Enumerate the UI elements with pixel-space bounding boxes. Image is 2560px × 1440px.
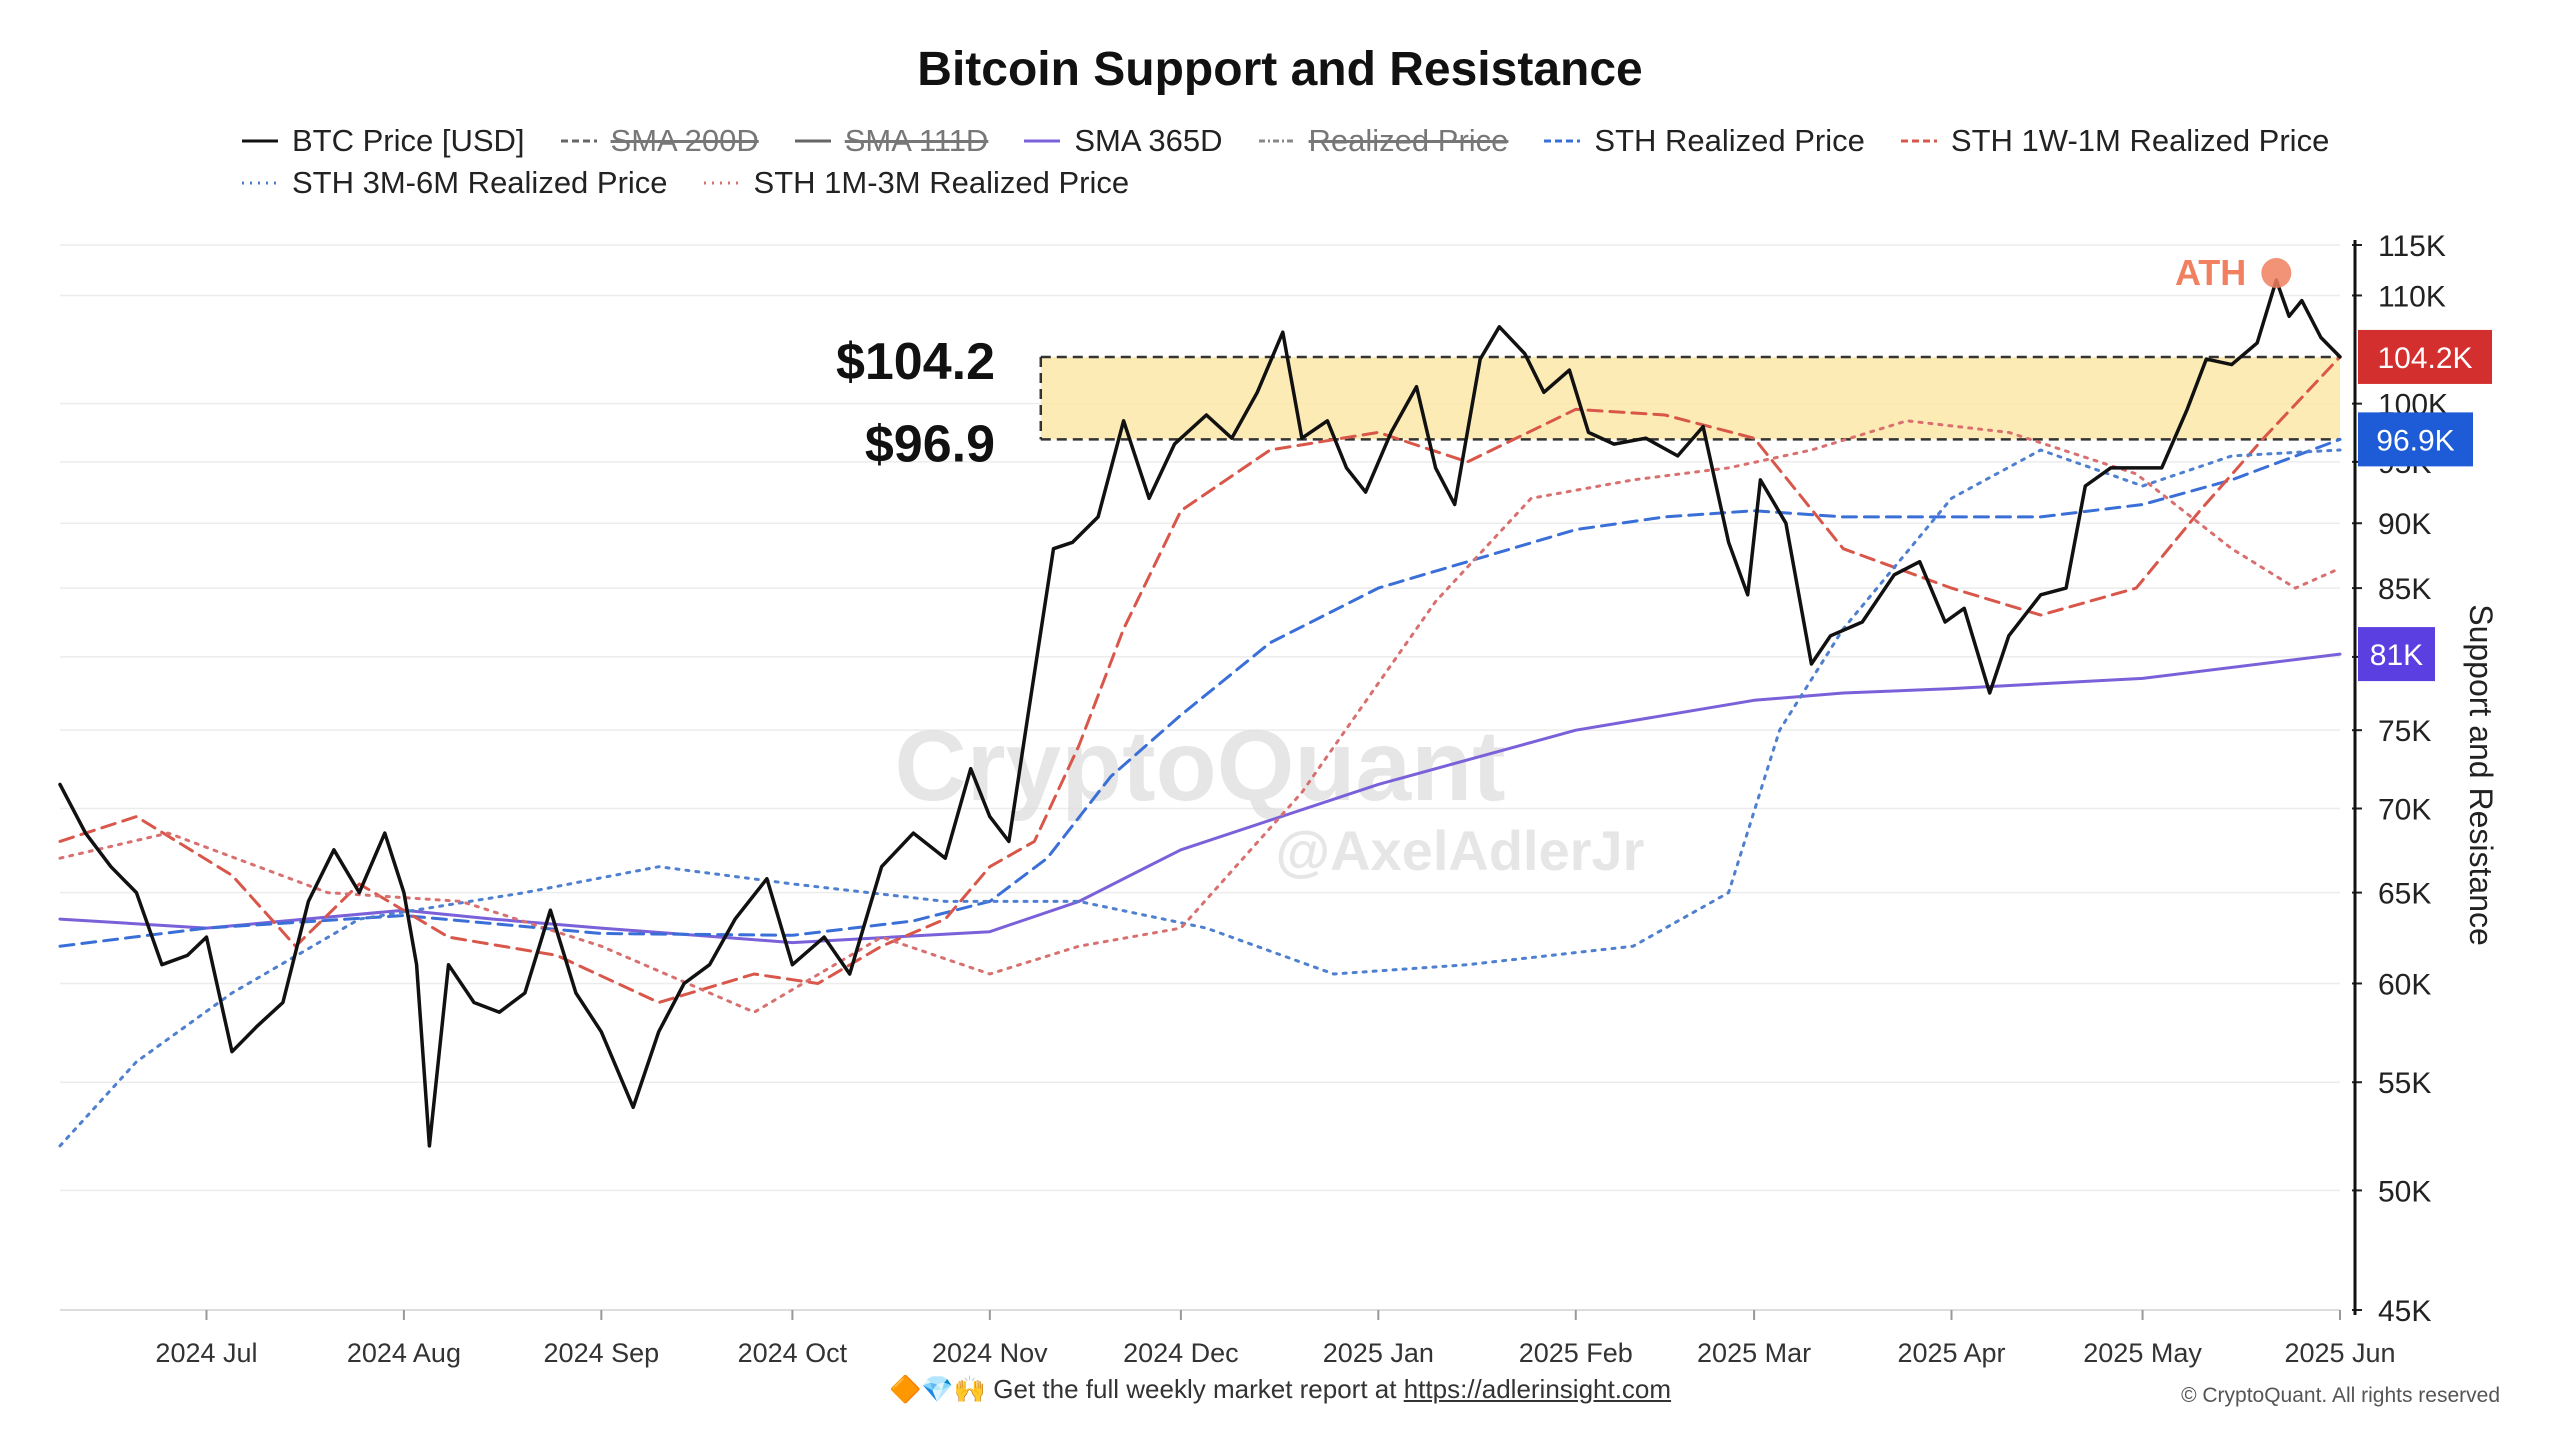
x-tick-label: 2024 Dec — [1123, 1338, 1239, 1368]
x-tick-label: 2024 Oct — [738, 1338, 848, 1368]
legend-item[interactable]: BTC Price [USD] — [240, 123, 525, 159]
legend: BTC Price [USD] SMA 200D SMA 111D SMA 365D R… — [240, 120, 2440, 204]
legend-swatch — [1258, 139, 1295, 143]
y-tick-label: 70K — [2378, 793, 2431, 826]
x-tick-label: 2024 Jul — [155, 1338, 257, 1368]
footer: 🔶💎🙌 Get the full weekly market report at… — [0, 1374, 2560, 1405]
series-layer — [58, 278, 2342, 1148]
x-tick-label: 2024 Sep — [544, 1338, 660, 1368]
y-tick-label: 55K — [2378, 1067, 2431, 1100]
legend-label: SMA 200D — [610, 123, 759, 158]
series-sth-3m-6m-realized-price — [58, 448, 2342, 1148]
legend-swatch — [242, 181, 278, 185]
y-tick-label: 115K — [2378, 230, 2446, 263]
y-tick-label: 50K — [2378, 1175, 2431, 1208]
value-badge-label: 81K — [2370, 639, 2423, 672]
x-tick-label: 2024 Nov — [932, 1338, 1048, 1368]
y-tick-label: 65K — [2378, 878, 2431, 911]
y-tick-label: 110K — [2378, 280, 2446, 313]
x-tick-label: 2024 Aug — [347, 1338, 461, 1368]
footer-link[interactable]: https://adlerinsight.com — [1403, 1374, 1672, 1404]
legend-swatch — [1024, 139, 1061, 143]
series-sma-365d — [58, 652, 2342, 945]
value-badge-label: 96.9K — [2376, 424, 2454, 457]
y-tick-label: 45K — [2378, 1295, 2431, 1328]
legend-label: SMA 365D — [1074, 123, 1223, 158]
legend-label: SMA 111D — [844, 123, 989, 158]
annotations: ATH 104.2K 96.9K 81K — [2175, 252, 2492, 682]
legend-item[interactable]: STH 1M-3M Realized Price — [702, 165, 1130, 201]
legend-item[interactable]: STH 3M-6M Realized Price — [240, 165, 668, 201]
footer-text: Get the full weekly market report at — [993, 1374, 1397, 1404]
x-tick-label: 2025 Jan — [1323, 1338, 1434, 1368]
copyright: © CryptoQuant. All rights reserved — [2181, 1384, 2500, 1407]
legend-label: STH 1W-1M Realized Price — [1950, 123, 2330, 158]
legend-swatch — [242, 139, 278, 143]
series-sth-realized-price — [58, 437, 2342, 948]
legend-label: BTC Price [USD] — [292, 123, 525, 158]
x-tick-label: 2025 Mar — [1697, 1338, 1811, 1368]
y-tick-label: 85K — [2378, 573, 2431, 606]
y-tick-label: 90K — [2378, 508, 2431, 541]
footer-icons: 🔶💎🙌 — [888, 1374, 987, 1404]
legend-row: BTC Price [USD] SMA 200D SMA 111D SMA 365D R… — [240, 120, 2440, 162]
watermark-handle: @AxelAdlerJr — [1276, 819, 1645, 882]
chart-title: Bitcoin Support and Resistance — [917, 43, 1643, 96]
legend-swatch — [794, 139, 831, 143]
ath-marker — [2261, 258, 2292, 289]
x-tick-label: 2025 Apr — [1897, 1338, 2005, 1368]
y-tick-label: 60K — [2378, 968, 2431, 1001]
x-tick-label: 2025 May — [2083, 1338, 2202, 1368]
band-fill — [1040, 356, 2340, 440]
ath-label: ATH — [2175, 252, 2246, 293]
legend-swatch — [1544, 139, 1581, 143]
legend-label: Realized Price — [1308, 123, 1509, 158]
watermark-brand: CryptoQuant — [894, 710, 1505, 822]
series-sth-1m-3m-realized-price — [58, 419, 2342, 1014]
legend-item[interactable]: SMA 365D — [1022, 123, 1223, 159]
support-resistance-band: $104.2 $96.9 — [836, 333, 2340, 473]
y-tick-label: 75K — [2378, 715, 2431, 748]
legend-item[interactable]: STH Realized Price — [1542, 123, 1865, 159]
value-badge — [2358, 627, 2435, 682]
series-sth-1w-1m-realized-price — [58, 355, 2342, 1004]
legend-item[interactable]: Realized Price — [1257, 123, 1509, 159]
legend-label: STH 3M-6M Realized Price — [292, 165, 668, 200]
value-badge — [2358, 329, 2492, 384]
legend-label: STH Realized Price — [1594, 123, 1865, 158]
legend-swatch — [1900, 139, 1937, 143]
series-btc-price-usd — [58, 278, 2342, 1148]
value-badge-label: 104.2K — [2377, 342, 2472, 375]
x-tick-label: 2025 Feb — [1519, 1338, 1633, 1368]
band-lower-label: $96.9 — [865, 415, 995, 473]
legend-swatch — [703, 181, 740, 185]
x-tick-label: 2025 Jun — [2284, 1338, 2395, 1368]
legend-item[interactable]: SMA 200D — [559, 123, 759, 159]
value-badge — [2358, 412, 2473, 467]
legend-row: STH 3M-6M Realized Price STH 1M-3M Realiz… — [240, 162, 2440, 204]
watermark: CryptoQuant@AxelAdlerJr — [894, 710, 1644, 882]
legend-swatch — [560, 139, 597, 143]
band-upper-label: $104.2 — [836, 333, 995, 391]
axes: 115K110K100K95K90K85K80K75K70K65K60K55K5… — [60, 230, 2499, 1368]
legend-label: STH 1M-3M Realized Price — [753, 165, 1130, 200]
y-axis-title: Support and Resistance — [2463, 604, 2499, 946]
legend-item[interactable]: SMA 111D — [793, 123, 989, 159]
legend-item[interactable]: STH 1W-1M Realized Price — [1899, 123, 2329, 159]
